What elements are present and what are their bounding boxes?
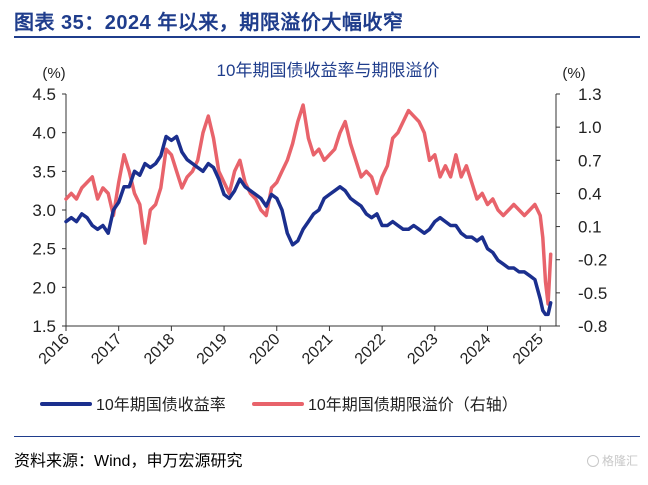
chart-legend: 10年期国债收益率 10年期国债期限溢价（右轴） — [40, 396, 518, 414]
left-tick-label: 3.0 — [32, 201, 56, 220]
left-tick-label: 2.5 — [32, 240, 56, 259]
right-tick-label: -0.2 — [578, 251, 607, 270]
chart-title: 10年期国债收益率与期限溢价 — [217, 61, 440, 80]
x-tick-label: 2018 — [141, 331, 178, 368]
x-tick-label: 2025 — [510, 331, 547, 368]
left-tick-label: 3.5 — [32, 162, 56, 181]
figure-title: 图表 35：2024 年以来，期限溢价大幅收窄 — [14, 12, 404, 34]
right-tick-label: -0.8 — [578, 317, 607, 336]
series-line-term-premium — [64, 103, 553, 306]
chart-axes: 1.5 2.0 2.5 3.0 3.5 4.0 4.5 -0.8 -0.5 -0.2 0.1 0.4 0… — [32, 85, 607, 368]
series-line-yield — [64, 134, 553, 317]
figure-header: 图表 35：2024 年以来，期限溢价大幅收窄 — [14, 4, 640, 38]
left-tick-label: 2.0 — [32, 278, 56, 297]
left-axis-unit: (%) — [42, 65, 65, 82]
watermark: 格隆汇 — [586, 452, 638, 469]
right-tick-label: 1.3 — [578, 85, 602, 104]
left-tick-label: 1.5 — [32, 317, 56, 336]
x-tick-label: 2022 — [352, 331, 389, 368]
x-tick-label: 2020 — [246, 331, 283, 368]
left-tick-label: 4.5 — [32, 85, 56, 104]
right-tick-label: 0.1 — [578, 218, 602, 237]
x-tick-label: 2021 — [299, 331, 336, 368]
right-axis-unit: (%) — [562, 65, 585, 82]
plot-lines — [64, 103, 553, 317]
right-tick-label: 0.4 — [578, 184, 602, 203]
watermark-logo-icon — [586, 454, 599, 467]
x-tick-label: 2023 — [404, 331, 441, 368]
left-tick-label: 4.0 — [32, 124, 56, 143]
footer-rule — [14, 436, 640, 437]
x-tick-label: 2019 — [194, 331, 231, 368]
title-underline — [14, 36, 640, 38]
watermark-text: 格隆汇 — [601, 454, 638, 468]
x-tick-label: 2017 — [88, 331, 125, 368]
legend-item-yield-label: 10年期国债收益率 — [96, 396, 226, 414]
source-note: 资料来源：Wind，申万宏源研究 — [14, 453, 243, 470]
right-tick-label: 1.0 — [578, 118, 602, 137]
x-tick-label: 2016 — [36, 331, 73, 368]
legend-item-term-premium-label: 10年期国债期限溢价（右轴） — [308, 396, 518, 414]
x-tick-label: 2024 — [457, 331, 494, 368]
right-tick-label: 0.7 — [578, 151, 602, 170]
right-tick-label: -0.5 — [578, 284, 607, 303]
line-chart: 10年期国债收益率与期限溢价 (%) (%) 1.5 2.0 2.5 3.0 3.5 4.… — [32, 61, 607, 414]
